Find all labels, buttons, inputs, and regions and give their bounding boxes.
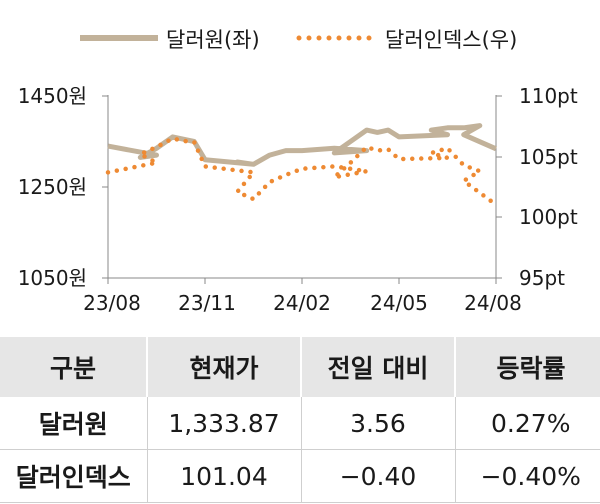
fx-line-chart: 달러원(좌) 달러인덱스(우) 1450원 1250원 1050원 110pt … xyxy=(18,28,578,315)
table-row: 달러인덱스 101.04 −0.40 −0.40% xyxy=(0,449,600,503)
plot-frame xyxy=(102,95,502,284)
y-left-tick-label: 1050원 xyxy=(18,266,87,290)
legend: 달러원(좌) 달러인덱스(우) xyxy=(80,28,517,52)
legend-label-dxy: 달러인덱스(우) xyxy=(385,28,517,52)
legend-label-krw: 달러원(좌) xyxy=(166,28,260,52)
x-tick-label: 24/05 xyxy=(370,291,428,315)
left-y-tick-labels: 1450원 1250원 1050원 xyxy=(18,84,87,290)
price-cell: 101.04 xyxy=(147,449,302,503)
change-rate-cell: 0.27% xyxy=(455,397,600,450)
y-right-tick-label: 100pt xyxy=(519,205,578,229)
change-cell: −0.40 xyxy=(301,449,456,503)
y-left-tick-label: 1250원 xyxy=(18,175,87,199)
series-line-krw xyxy=(107,123,498,167)
y-right-tick-label: 105pt xyxy=(519,145,578,169)
row-label: 달러인덱스 xyxy=(0,449,148,503)
table-header-row: 구분 현재가 전일 대비 등락률 xyxy=(0,337,600,397)
y-right-tick-label: 95pt xyxy=(519,266,565,290)
col-header-price: 현재가 xyxy=(147,337,302,397)
x-tick-label: 23/11 xyxy=(178,291,236,315)
x-tick-label: 24/02 xyxy=(273,291,331,315)
col-header-category: 구분 xyxy=(0,337,148,397)
change-cell: 3.56 xyxy=(301,397,456,450)
series-layer xyxy=(105,123,499,207)
right-y-tick-labels: 110pt 105pt 100pt 95pt xyxy=(519,84,578,290)
fx-summary-table: 구분 현재가 전일 대비 등락률 달러원 1,333.87 3.56 0.27%… xyxy=(0,337,600,503)
y-left-tick-label: 1450원 xyxy=(18,84,87,108)
change-rate-cell: −0.40% xyxy=(455,449,600,503)
col-header-change: 전일 대비 xyxy=(301,337,456,397)
x-tick-labels: 23/08 23/11 24/02 24/05 24/08 xyxy=(83,291,522,315)
y-right-tick-label: 110pt xyxy=(519,84,578,108)
x-tick-label: 24/08 xyxy=(464,291,522,315)
price-cell: 1,333.87 xyxy=(147,397,302,450)
table-row: 달러원 1,333.87 3.56 0.27% xyxy=(0,397,600,450)
row-label: 달러원 xyxy=(0,397,148,450)
col-header-change-rate: 등락률 xyxy=(455,337,600,397)
series-line-dxy xyxy=(105,136,499,207)
x-tick-label: 23/08 xyxy=(83,291,141,315)
